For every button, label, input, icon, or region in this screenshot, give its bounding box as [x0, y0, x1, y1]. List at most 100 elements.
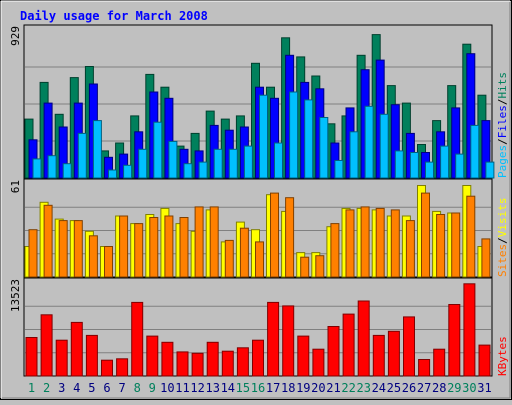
bar-kbytes-day-15 — [236, 347, 249, 377]
x-tick-label-day-2: 2 — [43, 381, 50, 395]
x-tick-label-day-28: 28 — [432, 381, 446, 395]
bar-pages-day-4 — [77, 132, 87, 179]
bar-kbytes-day-7 — [116, 358, 129, 377]
bar-sites-day-18 — [285, 197, 295, 278]
bar-pages-day-19 — [304, 99, 314, 179]
bar-pages-day-2 — [47, 155, 57, 179]
bar-pages-day-30 — [470, 124, 480, 179]
x-tick-label-day-24: 24 — [372, 381, 386, 395]
bar-kbytes-day-30 — [463, 283, 476, 377]
bar-pages-day-18 — [289, 91, 299, 179]
bar-pages-day-1 — [32, 158, 42, 179]
panel-middle: 61 Sites/Visits — [9, 178, 509, 278]
bar-pages-day-26 — [409, 152, 419, 179]
chart-title: Daily usage for March 2008 — [20, 9, 208, 23]
bar-pages-day-15 — [243, 145, 253, 179]
x-tick-label-day-12: 12 — [190, 381, 204, 395]
x-tick-label-day-1: 1 — [28, 381, 35, 395]
x-tick-label-day-16: 16 — [251, 381, 265, 395]
y-max-label: 61 — [9, 180, 22, 193]
bar-pages-day-7 — [123, 164, 133, 179]
bar-pages-day-11 — [183, 163, 193, 179]
bar-kbytes-day-9 — [146, 335, 159, 377]
bar-sites-day-23 — [360, 206, 370, 278]
legend-bottom: KBytes — [496, 336, 509, 376]
bar-kbytes-day-5 — [85, 334, 98, 377]
bar-sites-day-2 — [43, 204, 53, 278]
bar-sites-day-19 — [300, 256, 310, 278]
x-tick-label-day-11: 11 — [175, 381, 189, 395]
bar-sites-day-9 — [149, 217, 159, 278]
bar-kbytes-day-28 — [433, 348, 446, 377]
legend-hits: Hits — [496, 72, 509, 99]
bar-sites-day-28 — [436, 214, 446, 278]
bar-kbytes-day-2 — [40, 314, 53, 377]
bar-pages-day-12 — [198, 161, 208, 179]
x-tick-label-day-19: 19 — [296, 381, 310, 395]
bar-pages-day-28 — [440, 145, 450, 179]
bar-kbytes-day-3 — [55, 339, 68, 377]
bar-kbytes-day-26 — [403, 316, 415, 377]
bar-sites-day-21 — [330, 223, 340, 278]
legend-separator: / — [496, 237, 509, 244]
bar-sites-day-25 — [390, 209, 400, 278]
bar-pages-day-10 — [168, 140, 178, 179]
bar-sites-day-24 — [375, 207, 385, 278]
bar-kbytes-day-8 — [131, 301, 144, 377]
bar-pages-day-24 — [379, 113, 389, 179]
bar-pages-day-20 — [319, 117, 329, 179]
x-tick-label-day-20: 20 — [311, 381, 325, 395]
x-tick-label-day-21: 21 — [326, 381, 340, 395]
legend-top: Pages/Files/Hits — [496, 72, 509, 178]
panels-layer: 929Pages/Files/Hits61Sites/Visits13523KB… — [9, 24, 509, 377]
bar-kbytes-day-22 — [342, 313, 355, 377]
bar-pages-day-29 — [455, 153, 465, 179]
x-tick-label-day-8: 8 — [134, 381, 141, 395]
bar-pages-day-14 — [228, 148, 238, 179]
bar-sites-day-20 — [315, 255, 325, 278]
bar-sites-day-13 — [209, 206, 219, 278]
bar-sites-day-17 — [270, 192, 279, 278]
bar-kbytes-day-17 — [267, 301, 280, 377]
bar-sites-day-29 — [451, 212, 461, 278]
bar-pages-day-8 — [138, 148, 148, 179]
x-axis-labels: 1 2 3 4 5 6 7 8 9 10 11 12 13 14 15 16 17 18 19 20 21 22 23 24 2… — [28, 381, 492, 395]
bar-pages-day-31 — [485, 161, 495, 179]
bar-kbytes-day-6 — [101, 359, 113, 377]
series-pages — [32, 91, 495, 179]
x-tick-label-day-18: 18 — [281, 381, 295, 395]
legend-separator: / — [496, 138, 509, 145]
x-tick-label-day-5: 5 — [88, 381, 95, 395]
x-tick-label-day-25: 25 — [387, 381, 401, 395]
x-tick-label-day-10: 10 — [160, 381, 174, 395]
bar-kbytes-day-25 — [387, 330, 400, 377]
bar-pages-day-27 — [425, 161, 434, 179]
legend-separator: / — [496, 99, 509, 106]
bar-kbytes-day-21 — [327, 326, 340, 377]
bar-sites-day-31 — [481, 238, 491, 278]
bar-kbytes-day-10 — [161, 341, 174, 377]
bar-sites-day-14 — [224, 239, 234, 278]
bar-sites-day-16 — [255, 241, 264, 278]
bar-sites-day-26 — [405, 220, 415, 278]
bar-kbytes-day-11 — [176, 351, 189, 377]
bar-kbytes-day-16 — [252, 339, 264, 377]
legend-files: Files — [496, 105, 509, 138]
bar-sites-day-22 — [345, 209, 355, 278]
bar-pages-day-17 — [274, 142, 283, 179]
bar-kbytes-day-12 — [191, 352, 204, 377]
x-tick-label-day-4: 4 — [73, 381, 80, 395]
bar-kbytes-day-18 — [282, 305, 295, 377]
bar-pages-day-6 — [108, 169, 117, 179]
bar-kbytes-day-20 — [312, 348, 325, 377]
bar-sites-day-11 — [179, 217, 189, 278]
bar-pages-day-22 — [349, 131, 359, 179]
bar-kbytes-day-24 — [372, 334, 385, 377]
bar-sites-day-12 — [194, 206, 204, 278]
x-tick-label-day-15: 15 — [236, 381, 250, 395]
x-tick-label-day-29: 29 — [447, 381, 461, 395]
bar-kbytes-day-19 — [297, 335, 310, 377]
legend-pages: Pages — [496, 145, 509, 178]
x-tick-label-day-22: 22 — [341, 381, 355, 395]
